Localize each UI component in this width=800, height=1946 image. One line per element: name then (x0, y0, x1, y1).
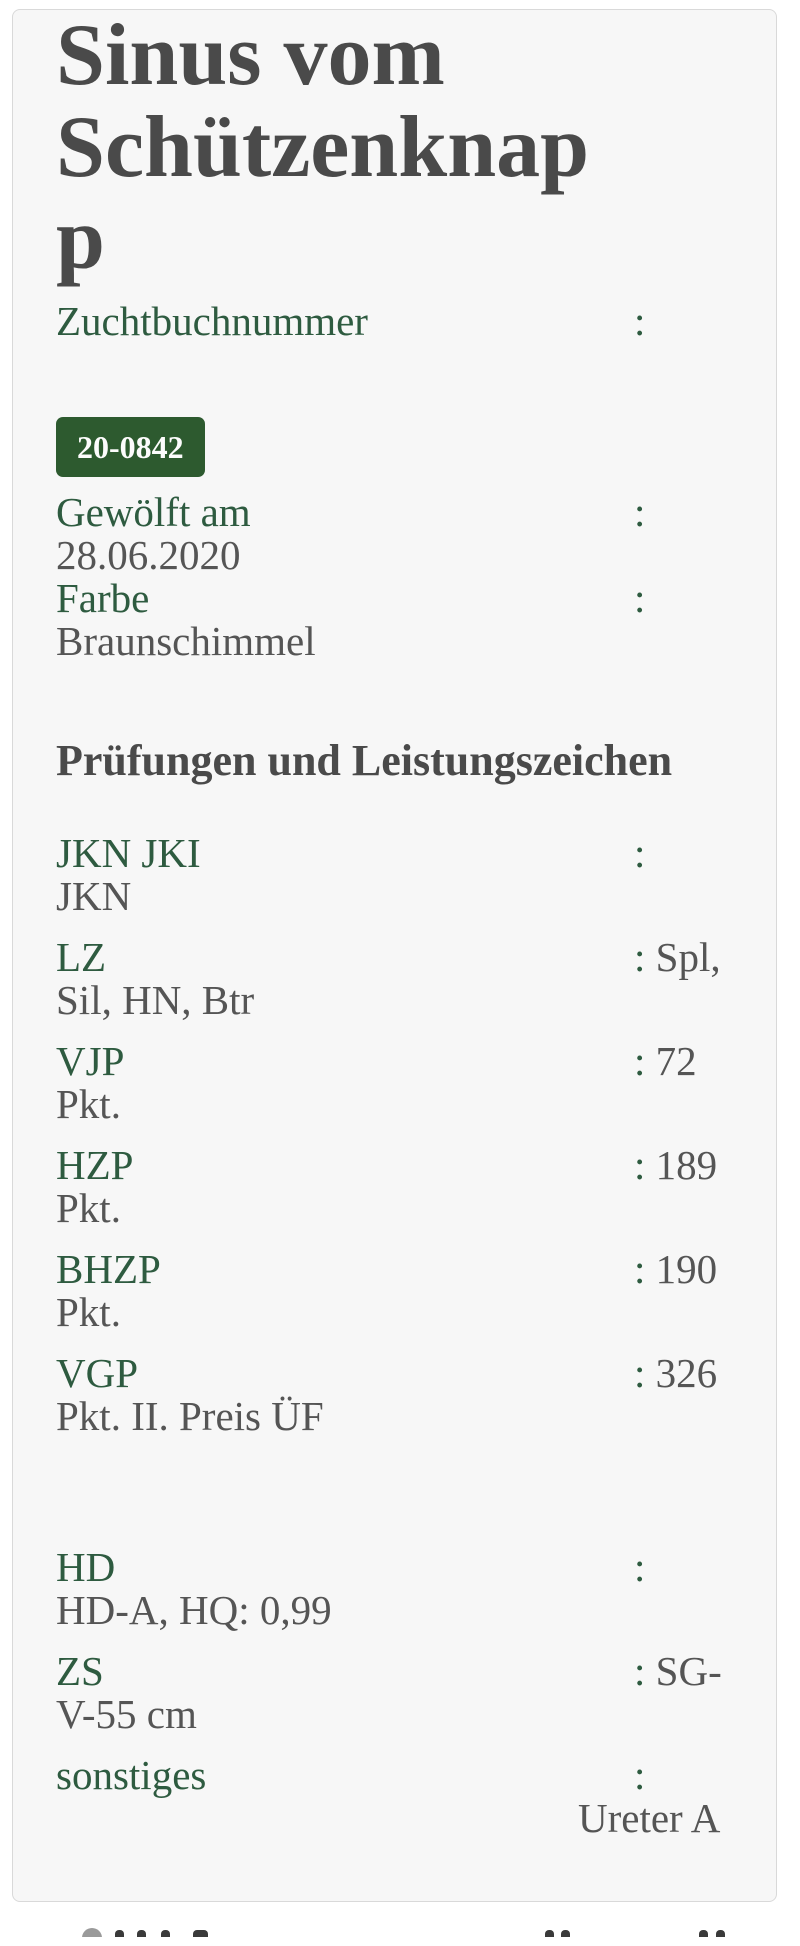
field-value: HD-A, HQ: 0,99 (56, 1587, 332, 1634)
cutoff-text-fragment (193, 1930, 208, 1937)
field-row-lz: LZ: Spl, Sil, HN, Btr (56, 936, 731, 1022)
field-label: VJP (56, 1038, 125, 1085)
colon-separator: : (634, 1544, 646, 1591)
field-row-zuchtbuchnummer: Zuchtbuchnummer: 20-0842 (56, 297, 731, 491)
field-value: JKN (56, 873, 132, 920)
colon-separator: : (634, 1038, 646, 1085)
colon-separator: : (634, 1350, 646, 1397)
basic-data-rows: Zuchtbuchnummer: 20-0842 Gewölft am: 28.0… (56, 297, 731, 663)
field-row-jkn-jki: JKN JKI: JKN (56, 832, 731, 918)
cutoff-text-fragment (115, 1930, 124, 1937)
cutoff-avatar-icon (82, 1928, 102, 1937)
colon-separator: : (634, 830, 646, 877)
field-value: SG-V-55 cm (56, 1648, 722, 1738)
field-row-gew-lft-am: Gewölft am: 28.06.2020 (56, 491, 731, 577)
field-value: Spl, Sil, HN, Btr (56, 934, 721, 1024)
field-row-zs: ZS: SG-V-55 cm (56, 1650, 731, 1736)
field-label: HZP (56, 1142, 134, 1189)
field-label: Zuchtbuchnummer (56, 297, 368, 344)
field-label: VGP (56, 1350, 139, 1397)
zuchtbuchnummer-badge: 20-0842 (56, 416, 205, 478)
field-label: Gewölft am (56, 489, 251, 536)
cutoff-text-fragment (137, 1930, 146, 1937)
field-row-sonstiges: sonstiges: Ureter A (56, 1754, 731, 1840)
health-data-rows: HD: HD-A, HQ: 0,99 ZS: SG-V-55 cm sonstige… (56, 1546, 731, 1840)
field-row-vgp: VGP: 326 Pkt. II. Preis ÜF (56, 1352, 731, 1438)
cutoff-text-fragment (716, 1930, 725, 1937)
field-label: LZ (56, 934, 107, 981)
field-value: 190 Pkt. (56, 1246, 718, 1336)
field-label: ZS (56, 1648, 104, 1695)
cutoff-text-fragment (161, 1930, 170, 1937)
field-row-hzp: HZP: 189 Pkt. (56, 1144, 731, 1230)
test-result-rows: JKN JKI: JKN LZ: Spl, Sil, HN, Btr VJP: 72… (56, 832, 731, 1438)
cutoff-text-fragment (561, 1930, 570, 1937)
section-gap (56, 1456, 731, 1546)
field-label: sonstiges (56, 1752, 207, 1799)
colon-separator: : (634, 575, 646, 622)
field-row-farbe: Farbe: Braunschimmel (56, 577, 731, 663)
section-heading-tests: Prüfungen und Leistungszeichen (56, 736, 673, 786)
colon-separator: : (634, 1142, 646, 1189)
cutoff-next-section (0, 1903, 800, 1937)
colon-separator: : (634, 489, 646, 536)
cutoff-text-fragment (699, 1930, 708, 1937)
field-value: 326 Pkt. II. Preis ÜF (56, 1350, 718, 1440)
field-label: Farbe (56, 575, 150, 622)
colon-separator: : (634, 1648, 646, 1695)
colon-separator: : (634, 934, 646, 981)
field-value: Braunschimmel (56, 618, 316, 665)
field-value: Ureter A (578, 1795, 721, 1842)
field-label: HD (56, 1544, 116, 1591)
field-label: JKN JKI (56, 830, 201, 877)
colon-separator: : (634, 1246, 646, 1293)
page-title: Sinus vom Schützenknapp (56, 7, 590, 288)
field-label: BHZP (56, 1246, 161, 1293)
field-row-vjp: VJP: 72 Pkt. (56, 1040, 731, 1126)
field-value: 72 Pkt. (56, 1038, 697, 1128)
field-value: 28.06.2020 (56, 532, 241, 579)
dog-record-card: Sinus vom Schützenknapp Zuchtbuchnummer:… (12, 9, 777, 1902)
field-row-hd: HD: HD-A, HQ: 0,99 (56, 1546, 731, 1632)
cutoff-text-fragment (545, 1930, 554, 1937)
field-row-bhzp: BHZP: 190 Pkt. (56, 1248, 731, 1334)
badge-line: 20-0842 (56, 343, 731, 491)
colon-separator: : (634, 297, 646, 344)
colon-separator: : (634, 1752, 646, 1799)
field-value: 189 Pkt. (56, 1142, 718, 1232)
